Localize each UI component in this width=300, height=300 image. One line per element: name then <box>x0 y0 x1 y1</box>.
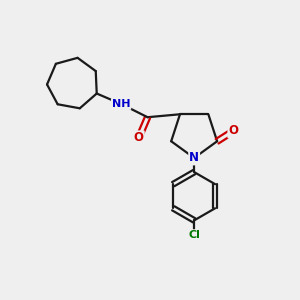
Text: N: N <box>189 152 199 164</box>
Text: O: O <box>228 124 238 137</box>
Text: Cl: Cl <box>188 230 200 240</box>
Text: O: O <box>134 131 144 144</box>
Text: NH: NH <box>112 99 130 109</box>
